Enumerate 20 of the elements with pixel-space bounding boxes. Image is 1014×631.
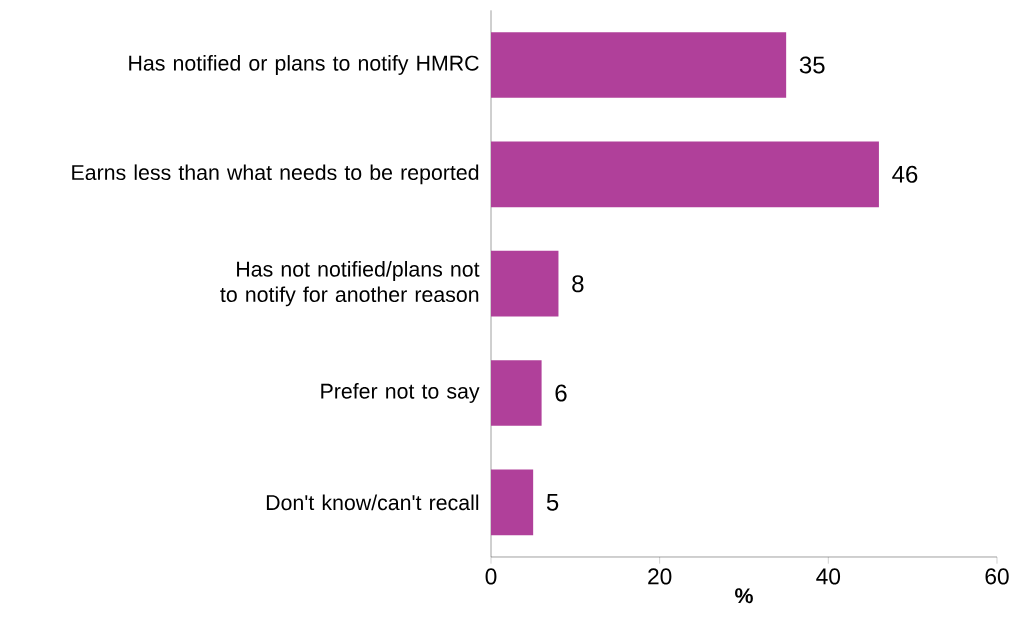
data-label: 35 — [799, 56, 825, 74]
data-label: 5 — [546, 493, 559, 511]
x-tick-label: 20 — [648, 568, 672, 585]
y-tick-label: Has not notified/plans not to notify for another reason — [220, 261, 480, 307]
bar — [491, 141, 879, 208]
data-label: 46 — [892, 165, 918, 183]
x-axis-title: % — [735, 588, 753, 604]
bar — [491, 469, 534, 536]
bar — [491, 32, 787, 98]
x-tick-label: 40 — [816, 568, 841, 585]
y-tick-label: Earns less than what needs to be reported — [72, 164, 479, 185]
bar — [491, 360, 542, 426]
bar — [491, 250, 559, 317]
y-tick-label: Prefer not to say — [321, 383, 480, 403]
data-label: 6 — [555, 384, 567, 402]
x-tick-label: 0 — [485, 568, 497, 585]
y-tick-label: Don't know/can't recall — [266, 494, 479, 511]
y-tick-label: Has notified or plans to notify HMRC — [129, 55, 479, 75]
data-label: 8 — [572, 275, 584, 293]
x-tick-label: 60 — [985, 568, 1009, 585]
